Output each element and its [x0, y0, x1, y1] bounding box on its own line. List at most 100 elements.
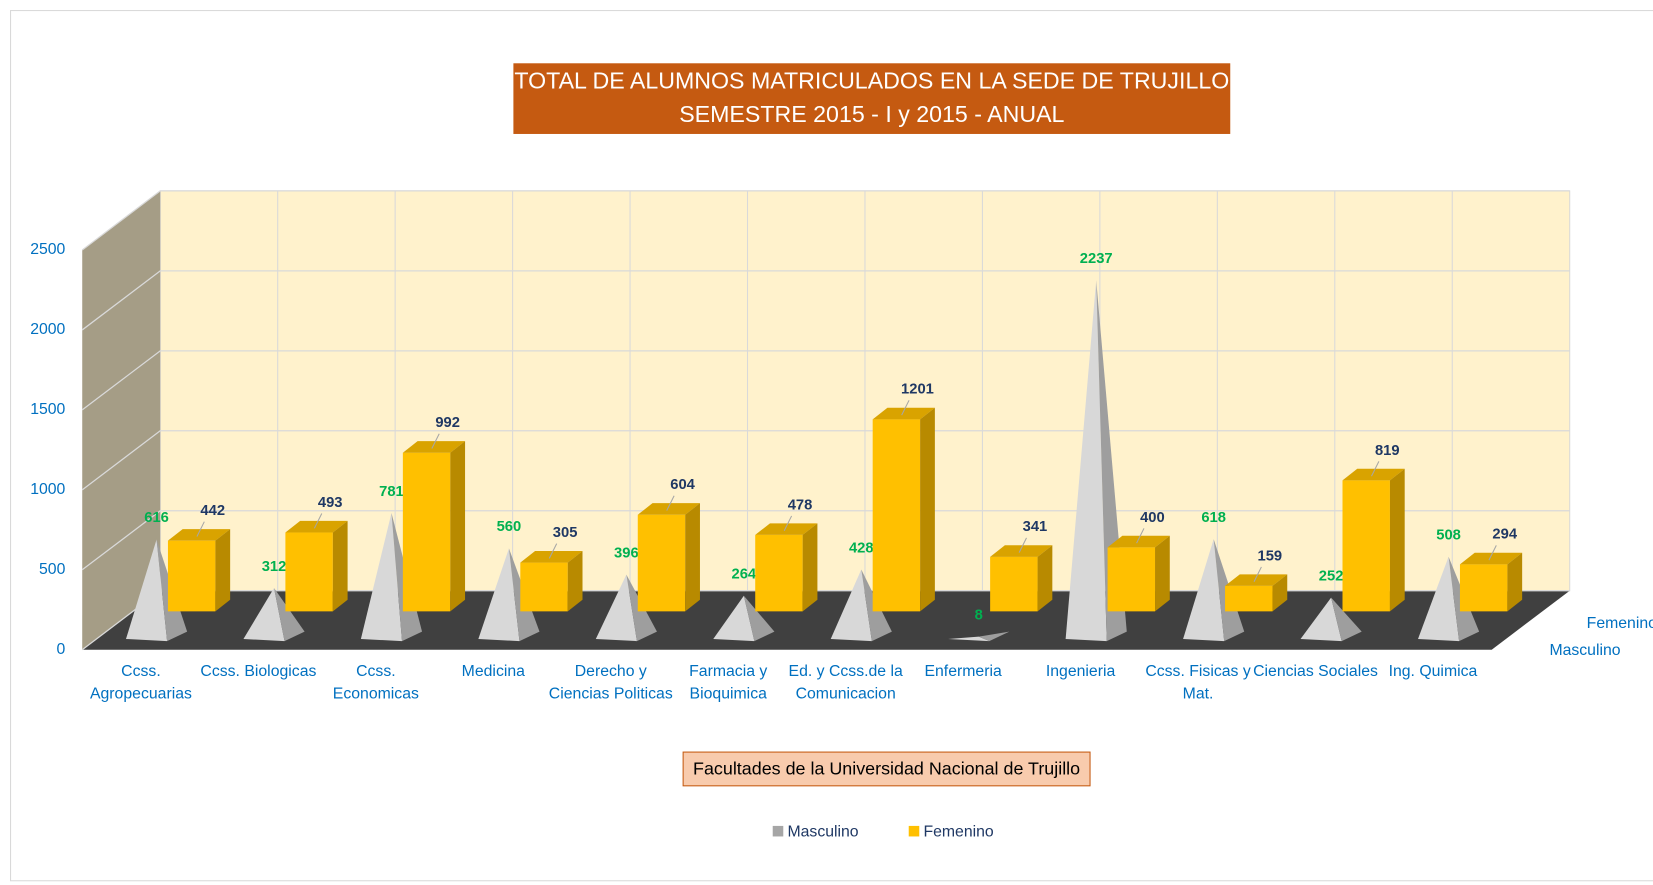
x-tick-label: Ccss. Fisicas y Mat.: [1145, 662, 1251, 703]
bar-top: [990, 545, 1053, 557]
bar-side: [802, 523, 818, 612]
data-label: 252: [1319, 568, 1344, 584]
pyramid-left-face: [1300, 597, 1342, 642]
depth-axis-label: Masculino: [1549, 642, 1620, 659]
bar-top: [1459, 552, 1523, 565]
legend-swatch: [772, 825, 784, 837]
data-label: 159: [1258, 548, 1283, 564]
chart-title: TOTAL DE ALUMNOS MATRICULADOS EN LA SEDE…: [514, 67, 1229, 93]
pyramid-right-face: [978, 631, 1010, 642]
grid-line: [81, 190, 1570, 251]
bar-top: [520, 550, 583, 563]
bar-top: [1107, 535, 1170, 548]
pyramid-right-face: [743, 595, 775, 642]
leader-line: [313, 513, 323, 529]
x-tick-label: Ccss. Biologicas: [200, 662, 317, 681]
bar-front: [990, 556, 1038, 612]
x-tick-label-box: Farmacia y Bioquimica: [689, 662, 768, 703]
data-label: 396: [614, 545, 639, 561]
leader-line: [1136, 528, 1145, 544]
x-label-box: [682, 751, 1091, 787]
chart-area: TOTAL DE ALUMNOS MATRICULADOS EN LA SEDE…: [10, 10, 1653, 882]
pyramid-left-face: [948, 636, 990, 642]
leader-line: [1488, 545, 1497, 561]
grid-line: [81, 270, 1570, 331]
bar-front: [1459, 564, 1508, 612]
leader-line: [1253, 566, 1262, 582]
data-label: 8: [975, 607, 983, 623]
bar-top: [402, 441, 466, 453]
x-tick-label-box: Ccss. Fisicas y Mat.: [1145, 662, 1251, 703]
bar-front: [520, 562, 568, 612]
data-label: 616: [144, 510, 169, 526]
pyramid-left-face: [595, 574, 637, 642]
bar-top: [755, 523, 818, 535]
data-label: 992: [435, 415, 460, 431]
bar-front: [755, 534, 803, 612]
y-tick-label: 0: [57, 641, 66, 658]
bar-top: [637, 503, 700, 515]
x-tick-label: Derecho y Ciencias Politicas: [548, 662, 673, 703]
bar-top: [872, 407, 935, 420]
pyramid-right-face: [1331, 597, 1362, 642]
x-tick-label: Ccss. Agropecuarias: [89, 662, 192, 703]
pyramid-left-face: [478, 548, 520, 642]
leader-line: [783, 515, 793, 531]
legend-swatch: [908, 825, 920, 837]
x-tick-label: Farmacia y Bioquimica: [689, 662, 768, 703]
bar-side: [685, 503, 700, 612]
bar-side: [920, 407, 935, 612]
bar-top: [1225, 574, 1288, 586]
x-tick-label: Ed. y Ccss.de la Comunicacion: [788, 662, 903, 703]
bar-side: [1272, 574, 1288, 612]
bar-top: [1342, 468, 1405, 481]
bar-side: [1037, 545, 1053, 612]
pyramid-left-face: [360, 513, 403, 642]
data-label: 560: [497, 519, 522, 535]
bar-front: [872, 419, 921, 612]
data-label: 442: [200, 503, 225, 519]
bar-front: [402, 452, 451, 612]
bar-front: [167, 540, 216, 612]
bar-side: [567, 550, 583, 612]
x-tick-label-box: Ingenieria: [1045, 662, 1116, 681]
data-label: 819: [1375, 443, 1400, 459]
bar-side: [450, 441, 466, 612]
leader-line: [901, 400, 910, 416]
leader-line: [1018, 537, 1027, 553]
x-tick-label-box: Medicina: [462, 662, 525, 680]
x-tick-label: Enfermeria: [924, 662, 1002, 681]
chart-subtitle: SEMESTRE 2015 - I y 2015 - ANUAL: [679, 101, 1064, 127]
data-label: 618: [1201, 510, 1226, 526]
bar-side: [1155, 535, 1170, 612]
data-label: 478: [788, 497, 813, 513]
x-tick-label: Ingenieria: [1045, 662, 1116, 681]
x-tick-label: Ciencias Sociales: [1253, 662, 1378, 681]
data-label: 294: [1492, 527, 1517, 543]
side-wall: [82, 190, 161, 650]
y-tick-label: 1000: [30, 481, 65, 498]
pyramid-left-face: [830, 569, 872, 642]
pyramid-left-face: [125, 539, 168, 642]
bar-front: [637, 514, 686, 612]
leader-line: [196, 521, 205, 537]
data-label: 264: [732, 567, 757, 583]
x-tick-label-box: Derecho y Ciencias Politicas: [548, 662, 673, 703]
title-box: [513, 63, 1231, 134]
data-label: 428: [849, 540, 874, 556]
leader-line: [1371, 461, 1380, 477]
y-tick-label: 2000: [30, 321, 65, 338]
bar-front: [1107, 547, 1156, 612]
bar-side: [1389, 468, 1405, 612]
leader-line: [548, 543, 558, 559]
y-tick-label: 2500: [30, 241, 65, 258]
legend-label: Femenino: [923, 823, 993, 840]
bar-front: [1342, 480, 1390, 612]
bar-side: [1507, 552, 1523, 612]
x-axis-label: Facultades de la Universidad Nacional de…: [693, 759, 1080, 779]
x-tick-label-box: Ccss. Agropecuarias: [89, 662, 192, 703]
leader-line: [666, 495, 675, 511]
bar-side: [215, 529, 231, 612]
